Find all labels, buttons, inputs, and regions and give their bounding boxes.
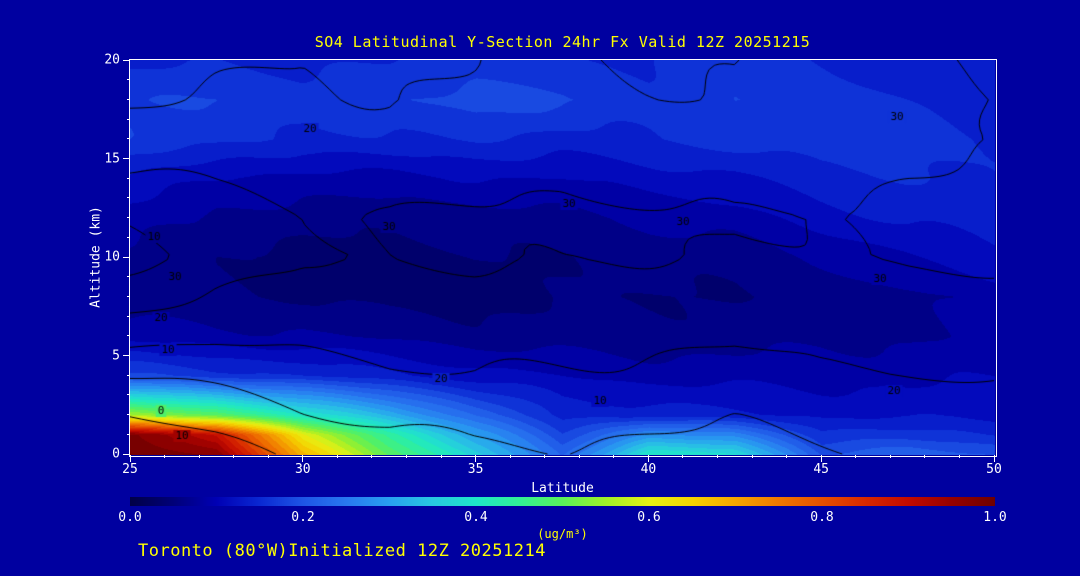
x-major-tick (475, 455, 477, 462)
y-minor-tick (127, 177, 130, 179)
x-minor-tick (544, 455, 546, 458)
x-minor-tick (267, 455, 269, 458)
y-minor-tick (127, 79, 130, 81)
x-minor-tick (717, 455, 719, 458)
y-major-tick (123, 355, 130, 356)
x-minor-tick (405, 455, 407, 458)
y-major-tick (123, 59, 130, 61)
y-tick-label: 5 (112, 348, 120, 363)
x-tick-label: 30 (294, 462, 311, 477)
y-minor-tick (127, 295, 130, 297)
colorbar-tick-label: 0.4 (464, 510, 488, 525)
colorbar-units-label: (ug/m³) (537, 527, 588, 541)
colorbar-tick-label: 0.2 (291, 510, 315, 525)
y-minor-tick (127, 335, 130, 337)
y-minor-tick (127, 138, 130, 140)
y-major-tick (123, 256, 130, 258)
x-minor-tick (786, 455, 788, 458)
x-major-tick (993, 455, 995, 462)
x-tick-label: 40 (640, 462, 657, 477)
y-minor-tick (127, 118, 130, 120)
y-minor-tick (127, 414, 130, 416)
init-info-text: Toronto (80°W)Initialized 12Z 20251214 (138, 541, 546, 561)
y-tick-label: 20 (104, 52, 120, 68)
x-minor-tick (578, 455, 580, 458)
x-minor-tick (164, 455, 166, 458)
y-major-tick (123, 453, 130, 455)
y-minor-tick (127, 197, 130, 199)
colorbar-tick-label: 0.0 (118, 510, 142, 525)
x-minor-tick (855, 455, 857, 458)
x-minor-tick (198, 455, 200, 458)
x-minor-tick (440, 455, 442, 458)
x-tick-label: 45 (813, 462, 830, 477)
contour-plot-canvas (130, 60, 995, 455)
y-minor-tick (127, 433, 130, 435)
colorbar-gradient (130, 497, 995, 506)
x-minor-tick (751, 455, 753, 458)
x-minor-tick (371, 455, 373, 458)
x-minor-tick (889, 455, 891, 458)
x-minor-tick (924, 455, 926, 458)
x-major-tick (820, 455, 822, 462)
x-minor-tick (509, 455, 511, 458)
y-minor-tick (127, 374, 130, 376)
y-minor-tick (127, 276, 130, 278)
y-minor-tick (127, 315, 130, 317)
y-minor-tick (127, 236, 130, 238)
x-minor-tick (958, 455, 960, 458)
y-axis-title: Altitude (km) (88, 206, 104, 308)
y-minor-tick (127, 98, 130, 100)
y-minor-tick (127, 394, 130, 396)
x-minor-tick (233, 455, 235, 458)
y-tick-label: 0 (112, 446, 120, 462)
chart-title: SO4 Latitudinal Y-Section 24hr Fx Valid … (314, 33, 811, 51)
colorbar-tick-label: 0.6 (637, 510, 661, 525)
x-minor-tick (336, 455, 338, 458)
x-minor-tick (613, 455, 615, 458)
y-major-tick (123, 158, 130, 159)
y-minor-tick (127, 217, 130, 219)
x-tick-label: 25 (122, 462, 138, 477)
x-major-tick (647, 455, 649, 462)
x-minor-tick (682, 455, 684, 458)
x-major-tick (129, 455, 131, 462)
colorbar-tick-label: 1.0 (983, 510, 1007, 525)
x-major-tick (302, 455, 304, 462)
x-axis-title: Latitude (531, 481, 594, 496)
x-tick-label: 35 (467, 462, 484, 477)
x-tick-label: 50 (986, 462, 1002, 477)
y-tick-label: 15 (104, 151, 120, 166)
colorbar-tick-label: 0.8 (810, 510, 834, 525)
y-tick-label: 10 (104, 249, 120, 265)
